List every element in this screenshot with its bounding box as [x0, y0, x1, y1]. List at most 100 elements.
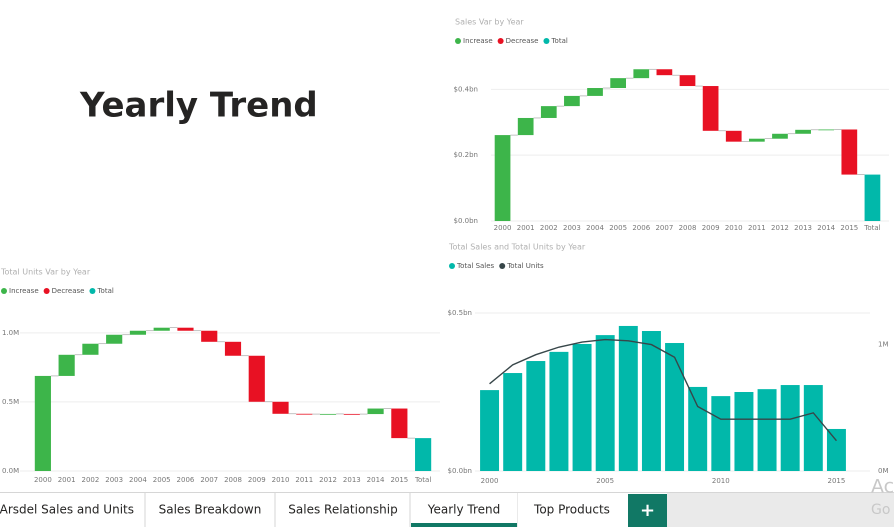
bar [272, 401, 289, 414]
watermark: Go [871, 502, 890, 518]
legend-marker [499, 263, 506, 269]
active-tab-bg [411, 493, 517, 527]
legend-label: Total [550, 37, 567, 45]
legend-marker [1, 288, 7, 294]
legend-label: Total Units [506, 262, 544, 270]
bar [702, 86, 719, 131]
x-tick-label: 2000 [481, 477, 499, 485]
bar [610, 78, 627, 89]
active-tab-underline [411, 523, 517, 527]
bar [564, 95, 580, 107]
bar [224, 341, 242, 356]
bar [656, 69, 673, 76]
bar [757, 389, 777, 471]
chart-title: Total Sales and Total Units by Year [448, 243, 586, 252]
bar [725, 130, 742, 142]
y-tick-label: 0.0M [2, 467, 19, 475]
bar [679, 75, 696, 87]
x-tick-label: 2008 [224, 476, 242, 484]
x-tick-label: 2004 [586, 224, 604, 232]
legend-marker [449, 263, 455, 269]
bar [106, 334, 123, 344]
x-tick-label: 2010 [725, 224, 743, 232]
bar [618, 325, 638, 471]
x-tick-label: 2015 [390, 476, 408, 484]
bar [780, 385, 800, 471]
page-tab[interactable]: Sales Relationship [288, 503, 397, 517]
legend-label: Total Sales [456, 262, 495, 270]
x-tick-label: 2008 [679, 224, 697, 232]
legend-marker [455, 38, 461, 44]
page-tab[interactable]: Yearly Trend [427, 503, 501, 517]
x-tick-label: 2010 [712, 477, 730, 485]
x-tick-label: 2003 [563, 224, 581, 232]
bar [641, 331, 661, 471]
legend-label: Total [96, 287, 113, 295]
legend-label: Increase [463, 37, 493, 45]
bar [248, 355, 265, 402]
x-tick-label: 2013 [794, 224, 812, 232]
x-tick-label: 2012 [319, 476, 337, 484]
x-tick-label: 2014 [817, 224, 835, 232]
x-tick-label: 2000 [34, 476, 52, 484]
y-tick-label: $0.4bn [454, 85, 478, 93]
bar [82, 343, 99, 355]
bar [34, 375, 51, 471]
x-tick-label: 2007 [200, 476, 218, 484]
bar [772, 133, 788, 139]
x-tick-label: 2009 [248, 476, 266, 484]
watermark: Ac [871, 476, 894, 498]
x-tick-label: 2011 [295, 476, 313, 484]
x-tick-label: 2001 [58, 476, 76, 484]
chart-title: Sales Var by Year [455, 18, 524, 27]
page-tab[interactable]: Top Products [533, 503, 610, 517]
bar [494, 135, 511, 221]
bar [367, 408, 384, 415]
legend-marker [89, 288, 96, 294]
bar [688, 386, 708, 471]
x-tick-label: 2006 [632, 224, 650, 232]
y-tick-label: $0.0bn [448, 467, 472, 475]
bar [549, 351, 569, 471]
bar [129, 330, 147, 335]
x-tick-label: 2005 [596, 477, 614, 485]
bar [201, 330, 218, 342]
x-tick-label: 2010 [272, 476, 290, 484]
new-tab-icon: + [640, 500, 655, 521]
x-tick-label: 2002 [81, 476, 99, 484]
bar [58, 354, 75, 376]
bar [665, 343, 685, 471]
bar [572, 343, 592, 471]
bar [503, 373, 523, 471]
x-tick-label: 2012 [771, 224, 789, 232]
x-tick-label: 2015 [840, 224, 858, 232]
y-tick-label: $0.5bn [448, 309, 472, 317]
x-tick-label: Total [863, 224, 880, 232]
new-tab-button[interactable] [628, 494, 667, 527]
legend-marker [543, 38, 550, 44]
bar [540, 106, 557, 118]
legend-label: Increase [9, 287, 39, 295]
bar [415, 438, 432, 471]
page-title: Yearly Trend [79, 86, 318, 126]
bar [517, 117, 534, 136]
x-tick-label: 2004 [129, 476, 147, 484]
x-tick-label: 2014 [367, 476, 385, 484]
x-tick-label: 2009 [702, 224, 720, 232]
page-tab[interactable]: nArsdel Sales and Units [0, 503, 134, 517]
bar [841, 129, 858, 175]
line [489, 338, 837, 442]
bar [595, 335, 615, 471]
x-tick-label: 2007 [655, 224, 673, 232]
bar [526, 361, 546, 471]
y2-tick-label: 0M [878, 467, 889, 475]
bar [864, 174, 881, 221]
bar [826, 428, 846, 471]
y-tick-label: $0.0bn [454, 217, 478, 225]
x-tick-label: 2011 [748, 224, 766, 232]
legend-label: Decrease [506, 37, 539, 45]
page-tab[interactable]: Sales Breakdown [159, 503, 262, 517]
x-tick-label: 2013 [343, 476, 361, 484]
y2-tick-label: 1M [878, 341, 889, 349]
